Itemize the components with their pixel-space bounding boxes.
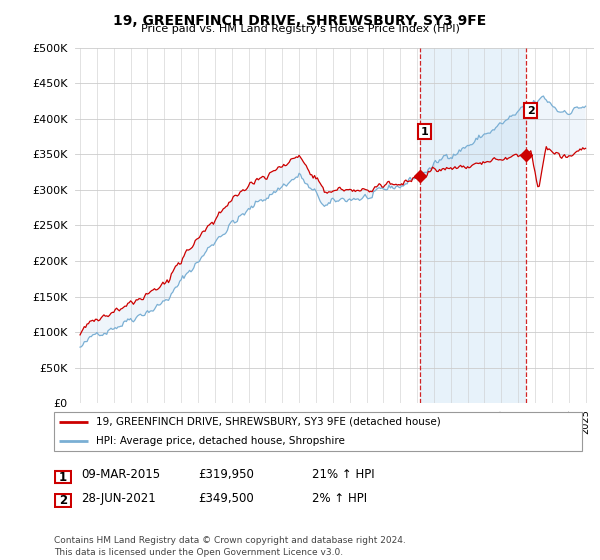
Bar [55,494,71,507]
Text: 2: 2 [527,105,535,115]
Text: 2% ↑ HPI: 2% ↑ HPI [312,492,367,505]
Text: Contains HM Land Registry data © Crown copyright and database right 2024.
This d: Contains HM Land Registry data © Crown c… [54,536,406,557]
Text: 19, GREENFINCH DRIVE, SHREWSBURY, SY3 9FE: 19, GREENFINCH DRIVE, SHREWSBURY, SY3 9F… [113,14,487,28]
Text: £319,950: £319,950 [198,468,254,482]
Text: 19, GREENFINCH DRIVE, SHREWSBURY, SY3 9FE (detached house): 19, GREENFINCH DRIVE, SHREWSBURY, SY3 9F… [96,417,441,427]
Text: 21% ↑ HPI: 21% ↑ HPI [312,468,374,482]
Text: £349,500: £349,500 [198,492,254,505]
Text: 2: 2 [59,494,67,507]
Text: Price paid vs. HM Land Registry's House Price Index (HPI): Price paid vs. HM Land Registry's House … [140,24,460,34]
Bar [55,470,71,483]
Bar [420,48,526,403]
Text: HPI: Average price, detached house, Shropshire: HPI: Average price, detached house, Shro… [96,436,345,446]
Text: 09-MAR-2015: 09-MAR-2015 [81,468,160,482]
Text: 1: 1 [421,127,428,137]
Text: 28-JUN-2021: 28-JUN-2021 [81,492,156,505]
Text: 1: 1 [59,470,67,484]
